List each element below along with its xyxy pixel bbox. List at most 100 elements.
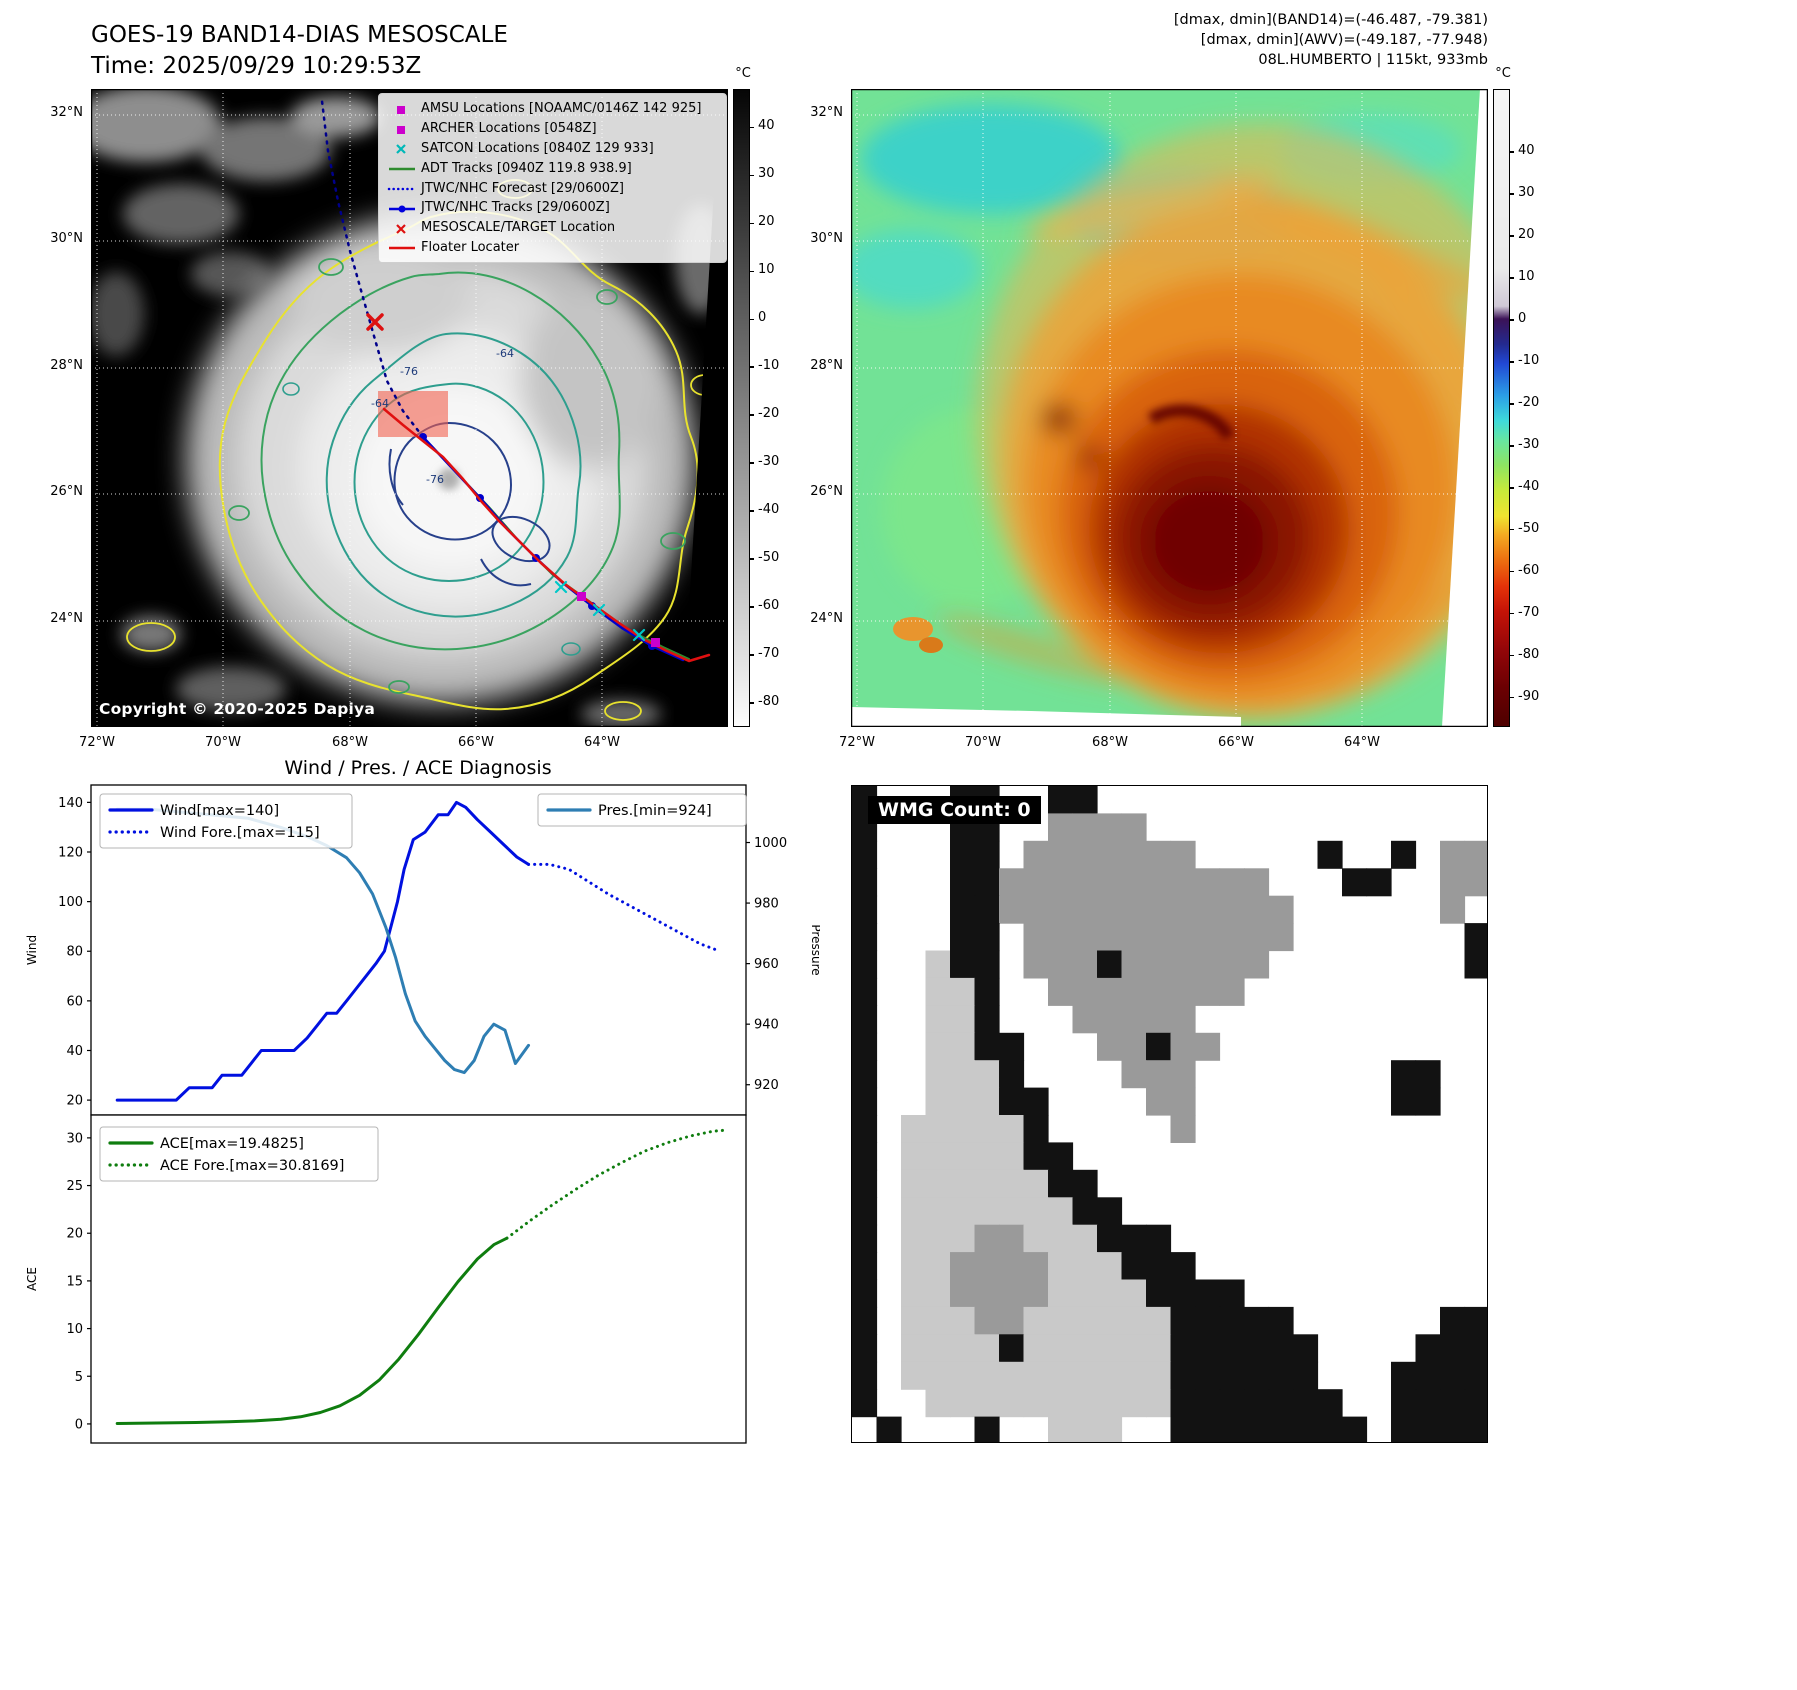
lon-tick-label: 72°W [79, 735, 115, 750]
chart-legend [537, 793, 747, 827]
line-marker-icon [387, 161, 417, 175]
legend-label: ARCHER Locations [0548Z] [421, 121, 597, 137]
colorbar-tick-mark [750, 414, 754, 416]
colorbar-tick-mark [1510, 235, 1514, 237]
storm-id-label: 08L.HUMBERTO | 115kt, 933mb [1258, 52, 1488, 68]
wind-pressure-right-ytick-label: 920 [754, 1078, 779, 1093]
colorbar-tick-mark [1510, 528, 1514, 531]
colorbar-tick-mark [1510, 403, 1514, 405]
contour-label: -76 [426, 473, 444, 486]
colorbar-tick-mark [750, 606, 754, 608]
wind-pressure-ytick-label: 140 [58, 796, 83, 811]
ace-ytick-label: 25 [66, 1179, 83, 1194]
legend-item: JTWC/NHC Tracks [29/0600Z] [387, 198, 718, 218]
colorbar-tick-mark [1510, 570, 1514, 573]
wind-pressure-right-ytick-label: 960 [754, 957, 779, 972]
ace-ytick-label: 15 [66, 1274, 83, 1289]
colorbar-tick-mark [750, 318, 754, 320]
lon-tick-label: 66°W [458, 735, 494, 750]
wind-pressure-right-ytick-label: 980 [754, 897, 779, 912]
colorbar-tick-label: -90 [1518, 688, 1540, 704]
wind-pressure-ytick-label: 100 [58, 895, 83, 910]
legend-label: Wind Fore.[max=115] [160, 825, 320, 841]
legend-label: ACE[max=19.4825] [160, 1136, 304, 1152]
dotted-marker-icon [387, 181, 417, 195]
colorbar-tick-label: 40 [758, 118, 775, 134]
chart-legend [99, 793, 353, 849]
wind-pressure-ytick-label: 60 [66, 994, 83, 1009]
dmax-dmin-awv-label: [dmax, dmin](AWV)=(-49.187, -77.948) [1200, 32, 1488, 48]
wind-pressure-ytick-label: 40 [66, 1044, 83, 1059]
lat-tick-label: 28°N [50, 358, 83, 373]
colorbar-tick-mark [1510, 654, 1514, 657]
wmg-count-label: WMG Count: 0 [868, 796, 1041, 824]
colorbar-unit-label: °C [1495, 66, 1511, 81]
contour-label: -64 [496, 347, 514, 360]
colorbar-tick-label: -20 [1518, 394, 1540, 410]
legend-label: MESOSCALE/TARGET Location [421, 220, 616, 236]
band14-map-legend: AMSU Locations [NOAAMC/0146Z 142 925] ARC… [378, 93, 727, 264]
ace-axis-label: ACE [25, 1267, 39, 1291]
lat-tick-label: 28°N [810, 358, 843, 373]
colorbar-tick-mark [750, 702, 754, 704]
colorbar-tick-label: -80 [1518, 646, 1540, 662]
lat-tick-label: 24°N [50, 611, 83, 626]
colorbar-tick-label: -60 [1518, 562, 1540, 578]
wmg-panel: WMG Count: 0 [851, 785, 1488, 1443]
colorbar-tick-mark [750, 462, 754, 464]
band14-title: GOES-19 BAND14-DIAS MESOSCALE [91, 22, 508, 48]
series-wind-fore-max-115- [527, 862, 722, 953]
colorbar-tick-label: 0 [758, 310, 767, 326]
target-x-icon [366, 313, 384, 331]
colorbar-tick-mark [1510, 612, 1514, 615]
ace-ytick-label: 20 [66, 1227, 83, 1242]
legend-item: AMSU Locations [NOAAMC/0146Z 142 925] [387, 99, 718, 119]
colorbar-unit-label: °C [735, 66, 751, 81]
diagnosis-title: Wind / Pres. / ACE Diagnosis [284, 757, 551, 779]
lon-tick-label: 70°W [965, 735, 1001, 750]
colorbar-tick-label: 20 [1518, 226, 1535, 242]
line-marker-icon [387, 240, 417, 254]
contour-label: -64 [371, 397, 389, 410]
band14-map-frame [91, 89, 728, 727]
lat-tick-label: 32°N [810, 105, 843, 120]
colorbar-tick-mark [1510, 445, 1514, 447]
colorbar-tick-label: -40 [758, 502, 780, 518]
lat-tick-label: 30°N [810, 231, 843, 246]
dmax-dmin-band14-label: [dmax, dmin](BAND14)=(-46.487, -79.381) [1173, 12, 1488, 28]
legend-label: Floater Locater [421, 239, 520, 255]
wind-pres-ace-charts: Wind / Pres. / ACE Diagnosis204060801001… [25, 757, 820, 1444]
wmg-count-map [852, 786, 1487, 1442]
no-data-bottom-strip [851, 707, 1241, 727]
temperature-colorbar [1493, 89, 1510, 727]
colorbar-tick-label: -70 [1518, 604, 1540, 620]
colorbar-tick-label: -80 [758, 694, 780, 709]
legend-label: AMSU Locations [NOAAMC/0146Z 142 925] [421, 101, 702, 117]
colorbar-tick-label: 20 [758, 214, 775, 230]
colorbar-tick-mark [1510, 361, 1514, 363]
wind-pressure-right-ytick-label: 1000 [754, 836, 787, 851]
x-marker-icon [387, 221, 417, 235]
temperature-colorbar [733, 89, 750, 727]
colorbar-tick-label: 10 [1518, 268, 1535, 284]
legend-label: ADT Tracks [0940Z 119.8 938.9] [421, 160, 632, 176]
legend-item: Floater Locater [387, 238, 718, 258]
legend-item: ARCHER Locations [0548Z] [387, 119, 718, 139]
legend-label: Wind[max=140] [160, 803, 279, 819]
series-ace-max-19-4825- [115, 1236, 509, 1425]
legend-item: MESOSCALE/TARGET Location [387, 218, 718, 238]
series-ace-fore-max-30-8169- [505, 1128, 728, 1240]
hurricane-warm-cloud [935, 124, 1488, 719]
colorbar-tick-mark [750, 558, 754, 560]
colorbar-tick-mark [1510, 319, 1514, 321]
pressure-axis-label: Pressure [809, 924, 820, 975]
square-marker-icon [387, 122, 417, 136]
colorbar-tick-label: -10 [1518, 352, 1540, 368]
colorbar-tick-label: 30 [758, 166, 775, 182]
line-dot-marker-icon [387, 201, 417, 215]
jtwc-forecast-line [320, 99, 425, 439]
colorbar-tick-label: -60 [758, 598, 780, 614]
awv-map-frame [851, 89, 1488, 727]
x-marker-icon [387, 141, 417, 155]
lat-tick-label: 24°N [810, 611, 843, 626]
